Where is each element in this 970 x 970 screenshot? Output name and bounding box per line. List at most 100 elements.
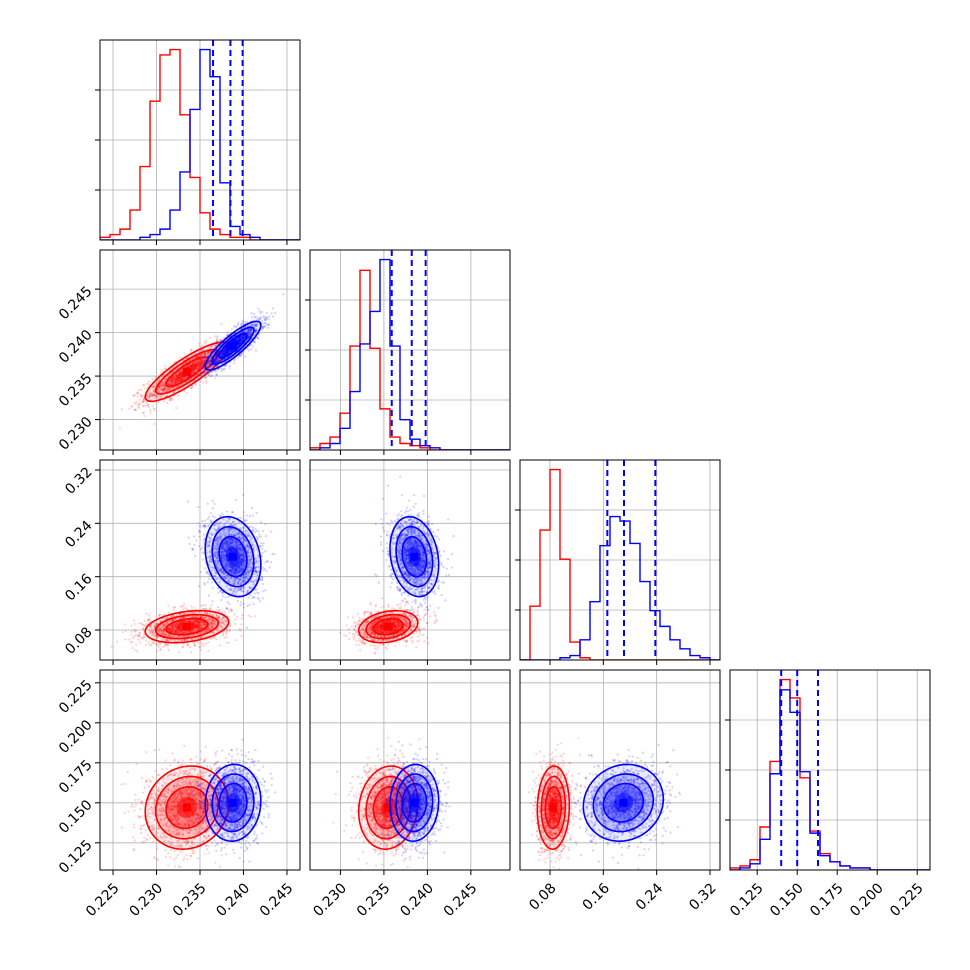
sample-point [220,598,223,602]
sample-point [230,609,233,613]
sample-point [162,385,165,388]
sample-point [214,344,217,347]
sample-point [175,374,178,377]
sample-point [201,359,205,362]
sample-point [197,377,200,380]
sample-point [205,364,208,367]
sample-point [197,360,201,363]
sample-point [271,315,275,318]
sample-point [201,344,204,347]
sample-point [174,379,177,382]
sample-point [192,362,195,365]
sample-point [193,379,197,382]
histogram-panel-0 [95,39,301,245]
sample-point [130,641,133,644]
sample-point [200,353,203,357]
sample-point [157,388,160,391]
sample-point [233,613,236,616]
sample-point [165,387,168,390]
sample-point [220,338,223,341]
sample-point [200,374,203,377]
sample-point [240,623,243,626]
sample-point [199,365,202,368]
sample-point [162,374,165,377]
sample-point [172,382,175,385]
sample-point [176,381,180,384]
sample-point [155,394,159,397]
sample-point [207,362,210,366]
sample-point [203,352,206,355]
sample-point [203,352,206,355]
sample-point [142,400,145,403]
sample-point [151,405,155,408]
sample-point [159,377,162,380]
sample-point [142,398,145,402]
sample-point [206,351,210,354]
sample-point [196,361,200,364]
sample-point [173,379,176,382]
sample-point [201,367,204,370]
sample-point [188,542,191,546]
sample-point [163,379,166,382]
sample-point [162,382,166,385]
sample-point [203,581,206,585]
sample-point [189,375,192,378]
sample-point [195,355,199,358]
sample-point [208,347,211,350]
sample-point [206,365,209,368]
sample-point [201,358,204,362]
sample-point [160,382,163,385]
sample-point [140,622,143,625]
sample-point [172,375,175,378]
sample-point [118,427,121,430]
sample-point [196,373,200,376]
sample-point [180,378,184,382]
sample-point [152,386,155,389]
sample-point [173,394,176,398]
sample-point [196,364,200,367]
sample-point [169,379,172,382]
sample-point [186,364,189,367]
sample-point [176,379,179,382]
sample-point [199,361,202,364]
sample-point [158,384,162,387]
sample-point [203,357,206,361]
sample-point [230,349,233,353]
sample-point [141,400,144,404]
sample-point [267,326,270,329]
sample-point [188,359,191,362]
sample-point [227,641,230,644]
sample-point [158,384,161,388]
sample-point [197,363,200,366]
sample-point [173,377,176,380]
sample-point [174,374,178,377]
sample-point [177,380,180,383]
sample-point [149,409,152,412]
sample-point [190,387,193,390]
sample-point [203,359,206,363]
sample-point [199,380,202,383]
sample-point [199,365,202,368]
sample-point [192,361,195,364]
sample-point [209,375,212,378]
sample-point [178,384,181,387]
sample-point [191,362,194,365]
sample-point [199,362,202,365]
sample-point [215,337,218,340]
sample-point [192,606,196,609]
sample-point [202,381,205,384]
sample-point [233,362,236,365]
sample-point [200,358,204,361]
sample-point [191,372,194,375]
sample-point [240,354,243,357]
sample-point [116,640,119,643]
sample-point [130,624,133,627]
sample-point [192,371,195,374]
sample-point [163,387,166,390]
sample-point [207,649,210,653]
sample-point [199,349,203,353]
sample-point [134,402,138,405]
sample-point [149,398,153,401]
sample-point [204,376,207,379]
sample-point [196,373,199,376]
